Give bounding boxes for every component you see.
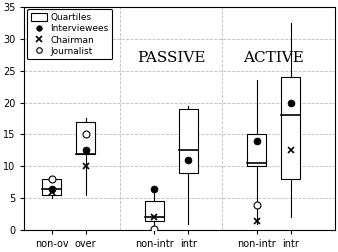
Bar	[42, 179, 61, 195]
Legend: Quartiles, Interviewees, Chairman, Journalist: Quartiles, Interviewees, Chairman, Journ…	[27, 10, 112, 59]
Bar	[247, 135, 266, 166]
Bar	[282, 77, 300, 179]
Text: ACTIVE: ACTIVE	[243, 51, 304, 65]
Text: PASSIVE: PASSIVE	[137, 51, 206, 65]
Bar	[179, 109, 198, 173]
Bar	[76, 122, 95, 154]
Bar	[145, 201, 164, 220]
